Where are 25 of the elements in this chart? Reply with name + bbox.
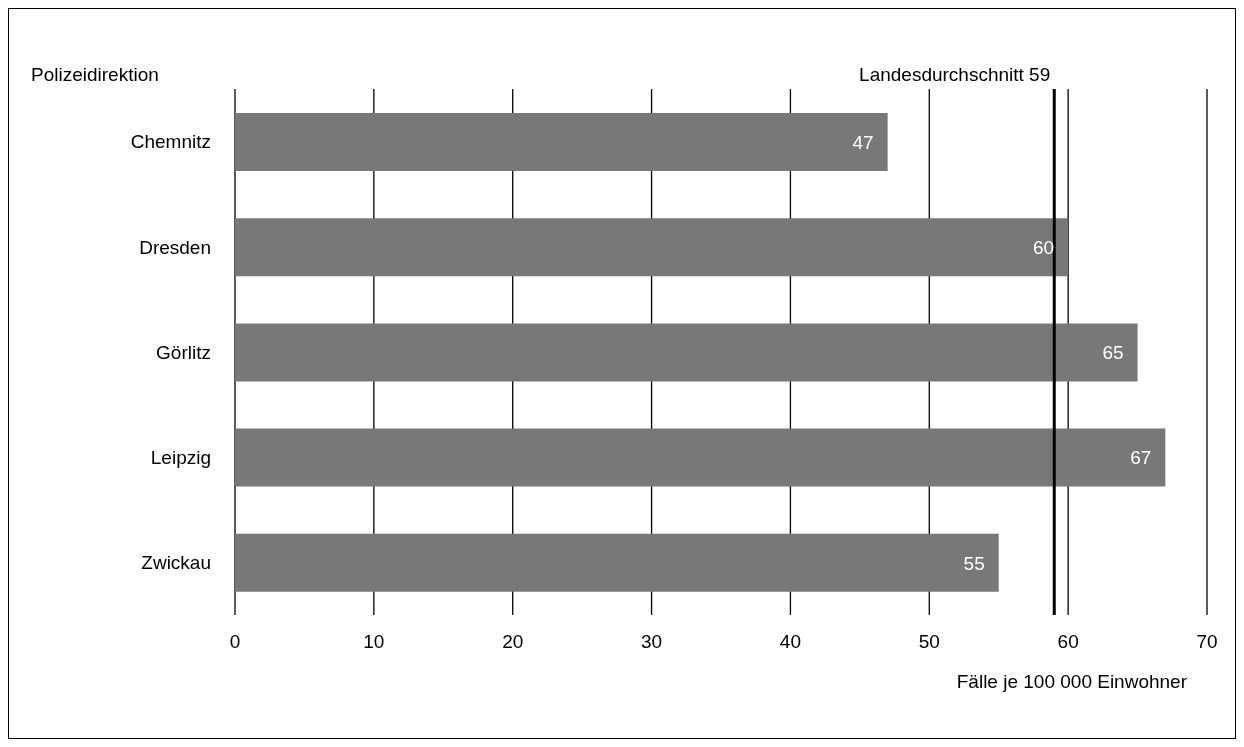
x-tick-label: 40: [779, 631, 801, 653]
bar: [235, 533, 999, 592]
x-tick-label: 60: [1057, 631, 1079, 653]
x-tick-label: 70: [1196, 631, 1218, 653]
y-axis-title: Polizeidirektion: [31, 64, 159, 86]
data-label: 47: [852, 131, 874, 153]
x-tick-label: 20: [502, 631, 524, 653]
data-label: 65: [1102, 342, 1124, 364]
y-tick-label: Leipzig: [150, 446, 211, 468]
y-tick-label: Görlitz: [156, 341, 211, 363]
bar: [235, 218, 1069, 277]
data-label: 55: [963, 552, 985, 574]
y-tick-label: Chemnitz: [130, 131, 211, 153]
bar: [235, 428, 1166, 487]
bar: [235, 113, 888, 171]
y-tick-label: Zwickau: [141, 552, 211, 574]
x-tick-label: 50: [918, 631, 940, 653]
ref-line-label: Landesdurchschnitt 59: [859, 64, 1051, 85]
bar: [235, 323, 1138, 382]
x-tick-label: 30: [641, 631, 663, 653]
y-tick-label: Dresden: [139, 236, 211, 258]
x-axis-title: Fälle je 100 000 Einwohner: [956, 671, 1187, 693]
x-tick-label: 0: [229, 631, 241, 653]
data-label: 67: [1130, 447, 1152, 469]
x-tick-label: 10: [363, 631, 385, 653]
